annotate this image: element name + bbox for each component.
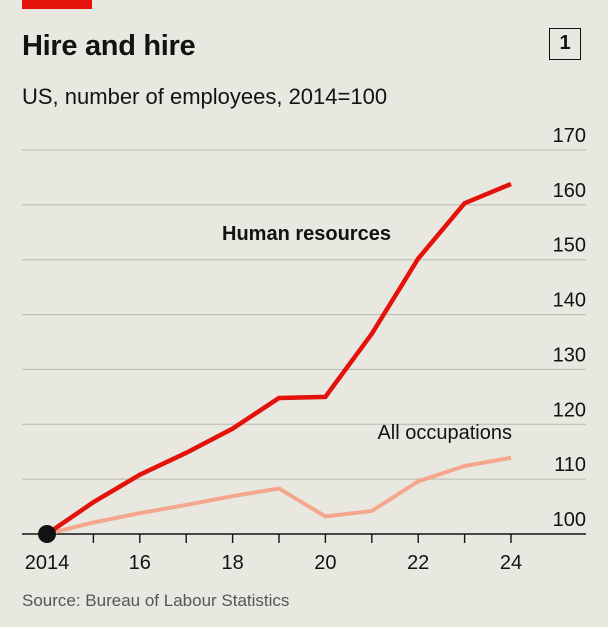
x-tick-label: 16 <box>129 552 151 574</box>
y-tick-label: 110 <box>554 454 586 476</box>
series-label-all-occupations: All occupations <box>377 422 512 444</box>
series-label-human-resources: Human resources <box>222 223 391 245</box>
x-tick-label: 24 <box>500 552 522 574</box>
chart-subtitle: US, number of employees, 2014=100 <box>22 84 388 109</box>
source-note: Source: Bureau of Labour Statistics <box>22 591 290 610</box>
base-year-marker <box>38 525 56 543</box>
series-line-all-occupations <box>46 455 512 536</box>
chart-title: Hire and hire <box>22 30 196 62</box>
series-line-human-resources <box>45 181 512 536</box>
x-tick-label: 20 <box>314 552 336 574</box>
x-tick-label: 18 <box>221 552 243 574</box>
x-tick-label: 22 <box>407 552 429 574</box>
y-tick-label: 120 <box>553 399 586 421</box>
y-tick-label: 130 <box>553 344 586 366</box>
x-tick-label: 2014 <box>25 552 70 574</box>
y-tick-label: 170 <box>553 125 586 147</box>
y-tick-label: 140 <box>553 290 586 312</box>
chart-number-badge: 1 <box>549 28 581 60</box>
y-tick-label: 160 <box>553 180 586 202</box>
y-tick-label: 150 <box>553 235 586 257</box>
y-tick-label: 100 <box>553 509 586 531</box>
brand-accent-tag <box>22 0 92 9</box>
